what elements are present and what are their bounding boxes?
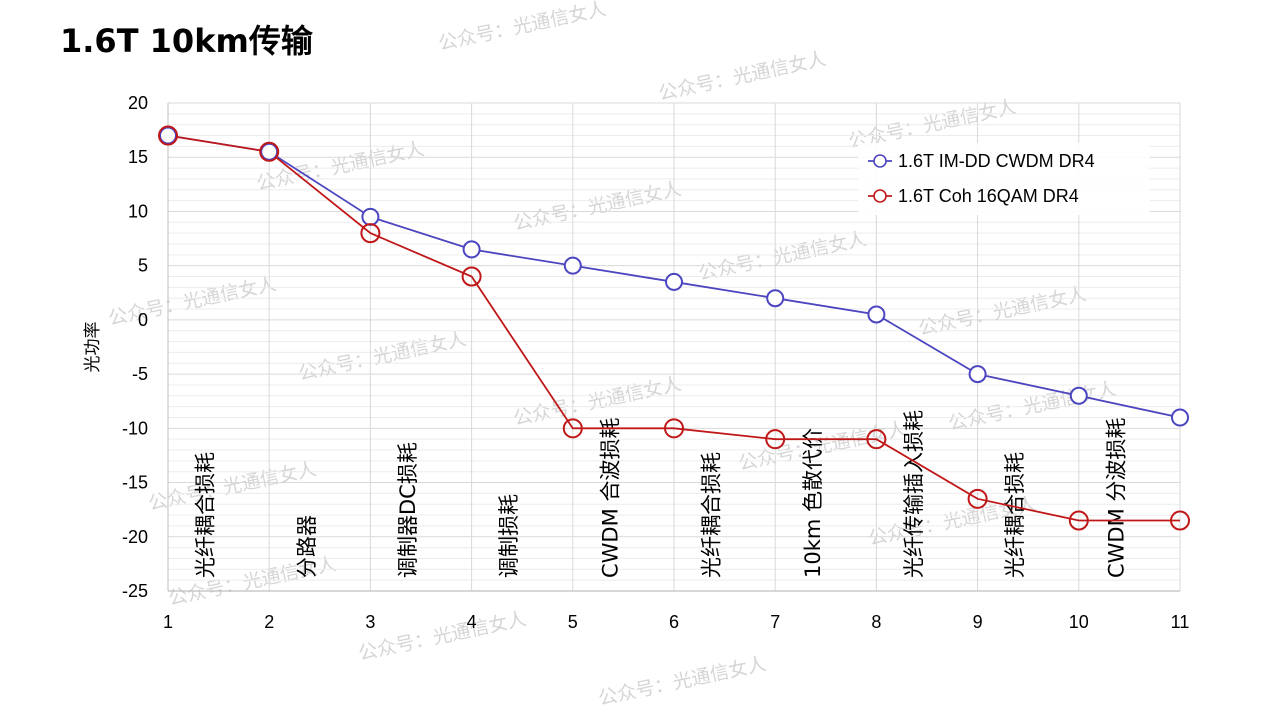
x-tick-label: 3 (365, 612, 375, 632)
x-tick-label: 7 (770, 612, 780, 632)
y-tick-label: -10 (122, 418, 148, 438)
watermark-text: 公众号：光通信女人 (436, 0, 608, 55)
data-point (1068, 510, 1089, 531)
series-line (167, 134, 1180, 522)
data-point (461, 266, 482, 287)
stage-annotation: 光纤耦合损耗 (194, 452, 218, 578)
data-point (562, 418, 583, 439)
data-point (462, 240, 481, 259)
watermark-text: 公众号：光通信女人 (106, 273, 278, 330)
data-point (360, 223, 381, 244)
axes: 20 15 10 5 0 -5 -10 -15 -20 -25 1 2 3 4 5 6 7 8 9 10 11 光功率 (83, 93, 1189, 632)
watermark-text: 公众号：光通信女人 (511, 373, 683, 430)
data-point (259, 141, 280, 162)
watermark-layer: 公众号：光通信女人公众号：光通信女人公众号：光通信女人公众号：光通信女人公众号：… (106, 0, 1118, 710)
x-tick-label: 4 (467, 612, 477, 632)
data-point (968, 365, 987, 384)
data-point (766, 289, 785, 308)
stage-annotation: CWDM 分波损耗 (1104, 418, 1128, 578)
stage-annotation: 分路器 (295, 515, 319, 578)
annotation-labels: 光纤耦合损耗分路器 调制器DC损耗 调制损耗 CWDM 合波损耗 光纤耦合损耗 10km … (194, 410, 1129, 578)
data-point (563, 256, 582, 275)
page-title: 1.6T 10km传输 (60, 22, 313, 60)
data-point (867, 305, 886, 324)
watermark-text: 公众号：光通信女人 (356, 608, 528, 665)
stage-annotation: 调制损耗 (497, 494, 521, 578)
x-tick-label: 2 (264, 612, 274, 632)
data-point (260, 142, 279, 161)
x-tick-label: 10 (1069, 612, 1089, 632)
y-axis-title: 光功率 (83, 322, 103, 373)
stage-annotation: 光纤传输插入损耗 (902, 410, 926, 578)
x-tick-label: 1 (163, 612, 173, 632)
stage-annotation: CWDM 合波损耗 (598, 418, 622, 578)
watermark-text: 公众号：光通信女人 (596, 653, 768, 710)
watermark-text: 公众号：光通信女人 (511, 178, 683, 235)
stage-annotation: 调制器DC损耗 (396, 442, 420, 578)
data-point (1170, 510, 1190, 531)
data-point (158, 125, 178, 146)
x-tick-label: 9 (973, 612, 983, 632)
watermark-text: 公众号：光通信女人 (146, 458, 318, 515)
data-point (967, 488, 988, 509)
y-tick-label: -20 (122, 527, 148, 547)
y-tick-label: 15 (128, 147, 148, 167)
legend-entry-label: 1.6T IM-DD CWDM DR4 (898, 151, 1095, 171)
y-tick-label: -15 (122, 473, 148, 493)
y-tick-label: 0 (138, 310, 148, 330)
legend: 1.6T IM-DD CWDM DR4 1.6T Coh 16QAM DR4 (858, 143, 1150, 215)
stage-annotation: 光纤耦合损耗 (700, 452, 724, 578)
y-tick-label: 10 (128, 201, 148, 221)
watermark-text: 公众号：光通信女人 (916, 283, 1088, 340)
series-layer (158, 125, 1190, 531)
data-point (1171, 408, 1189, 427)
watermark-text: 公众号：光通信女人 (296, 328, 468, 385)
y-tick-label: 5 (138, 256, 148, 276)
data-point (664, 418, 684, 439)
legend-background (858, 143, 1150, 215)
x-tick-label: 8 (871, 612, 881, 632)
data-point (765, 429, 786, 450)
y-tick-label: 20 (128, 93, 148, 113)
data-point (665, 272, 683, 291)
legend-swatch-marker (873, 154, 887, 168)
y-tick-label: -25 (122, 581, 148, 601)
legend-entry-label: 1.6T Coh 16QAM DR4 (898, 186, 1079, 206)
legend-swatch-marker (873, 189, 887, 203)
data-point (866, 429, 887, 450)
data-point (1069, 386, 1088, 405)
stage-annotation: 光纤耦合损耗 (1003, 452, 1027, 578)
data-point (361, 207, 380, 226)
data-point (159, 126, 177, 145)
watermark-text: 公众号：光通信女人 (656, 48, 828, 105)
y-tick-label: -5 (132, 364, 148, 384)
x-tick-label: 6 (669, 612, 679, 632)
x-tick-label: 5 (568, 612, 578, 632)
stage-annotation: 10km 色散代价 (801, 428, 825, 578)
x-tick-label: 11 (1171, 612, 1190, 632)
